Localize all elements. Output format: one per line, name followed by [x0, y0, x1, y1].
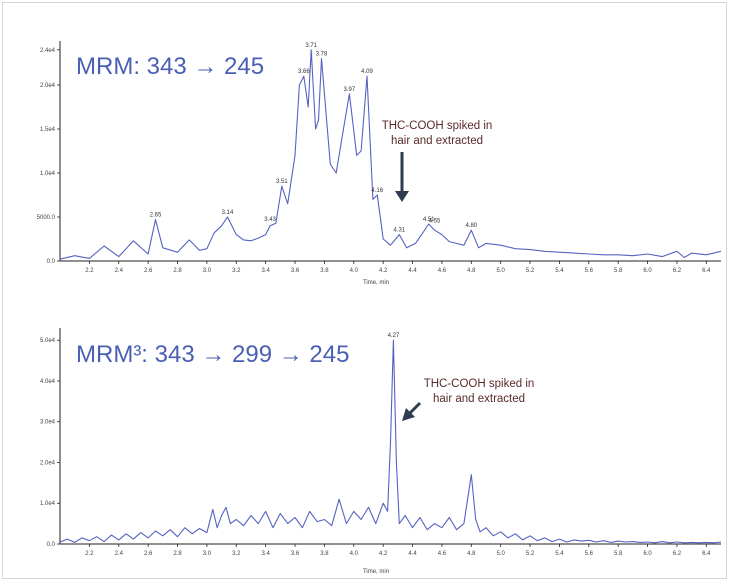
x-tick-label: 4.8 — [467, 551, 476, 557]
x-tick-label: 3.2 — [232, 268, 241, 274]
y-tick-label: 4.0e4 — [40, 379, 56, 385]
peak-label: 3.43 — [264, 217, 276, 223]
chart-2-x-axis-title: Time, min — [363, 569, 389, 575]
x-tick-label: 4.8 — [467, 268, 476, 274]
peak-label: 2.65 — [150, 213, 162, 219]
x-tick-label: 2.4 — [115, 551, 124, 557]
y-tick-label: 1.5e4 — [40, 127, 56, 133]
x-tick-label: 4.2 — [379, 268, 388, 274]
y-tick-label: 0.0 — [47, 542, 56, 548]
chart-2-series-line — [59, 339, 722, 544]
peak-label: 3.66 — [298, 69, 310, 75]
peak-label: 3.71 — [305, 43, 317, 49]
peak-label: 4.55 — [429, 219, 441, 225]
peak-label: 3.14 — [222, 210, 234, 216]
x-tick-label: 5.0 — [496, 268, 505, 274]
peak-label: 4.16 — [371, 188, 383, 194]
x-tick-label: 3.4 — [261, 268, 270, 274]
x-tick-label: 3.4 — [261, 551, 270, 557]
x-tick-label: 5.0 — [496, 551, 505, 557]
chart-2-annotation-line2: hair and extracted — [433, 393, 525, 405]
y-tick-label: 5000.0 — [37, 215, 56, 221]
x-tick-label: 6.2 — [673, 268, 682, 274]
x-tick-label: 5.2 — [526, 268, 535, 274]
chart-2-title: MRM³: 343 → 299 → 245 — [76, 341, 349, 368]
chart-1-series-line — [59, 49, 722, 260]
x-tick-label: 3.2 — [232, 551, 241, 557]
y-tick-label: 1.0e4 — [40, 171, 56, 177]
x-tick-label: 3.0 — [203, 551, 212, 557]
x-tick-label: 2.6 — [144, 551, 153, 557]
plots-layer: 2.2 2.4 2.6 2.8 3.0 3.2 3.4 3.6 3.8 4.0 4.2 4.4 4.6 4… — [37, 41, 722, 557]
x-tick-label: 2.8 — [173, 551, 182, 557]
x-tick-label: 5.4 — [555, 551, 564, 557]
x-tick-label: 4.4 — [408, 268, 417, 274]
chart-1-annotation-line1: THC-COOH spiked in — [382, 120, 493, 132]
x-tick-label: 4.0 — [350, 268, 359, 274]
chart-1-x-axis-title: Time, min — [363, 280, 389, 286]
x-tick-label: 4.0 — [350, 551, 359, 557]
x-tick-label: 3.8 — [320, 551, 329, 557]
chart-2-annotation-arrow — [402, 401, 422, 421]
peak-label: 3.51 — [276, 179, 288, 185]
y-tick-label: 2.0e4 — [40, 460, 56, 466]
peak-label: 4.31 — [393, 228, 405, 234]
x-tick-label: 2.4 — [115, 268, 124, 274]
chromatogram-svg: MRM: 343 → 245 Time, min THC-COOH spiked… — [37, 41, 722, 575]
x-tick-label: 3.0 — [203, 268, 212, 274]
x-tick-label: 6.0 — [643, 551, 652, 557]
x-tick-label: 5.2 — [526, 551, 535, 557]
x-tick-label: 3.6 — [291, 551, 300, 557]
x-tick-label: 4.4 — [408, 551, 417, 557]
x-tick-label: 5.8 — [614, 268, 623, 274]
x-tick-label: 4.6 — [438, 268, 447, 274]
chart-1-annotation-arrow — [395, 152, 409, 202]
x-tick-label: 6.4 — [702, 551, 711, 557]
x-tick-label: 5.6 — [585, 268, 594, 274]
x-tick-label: 4.2 — [379, 551, 388, 557]
x-tick-label: 6.0 — [643, 268, 652, 274]
chart-1: 2.2 2.4 2.6 2.8 3.0 3.2 3.4 3.6 3.8 4.0 4.2 4.4 4.6 4… — [37, 41, 722, 274]
y-tick-label: 3.0e4 — [40, 420, 56, 426]
x-tick-label: 4.6 — [438, 551, 447, 557]
y-tick-label: 1.0e4 — [40, 501, 56, 507]
y-tick-label: 2.0e4 — [40, 83, 56, 89]
y-tick-label: 0.0 — [47, 259, 56, 265]
peak-label: 3.78 — [316, 52, 328, 58]
peak-label: 4.80 — [465, 223, 477, 229]
x-tick-label: 2.8 — [173, 268, 182, 274]
peak-label: 4.09 — [361, 69, 373, 75]
peak-label: 3.97 — [344, 87, 356, 93]
x-tick-label: 3.8 — [320, 268, 329, 274]
peak-label: 4.27 — [388, 333, 400, 339]
y-tick-label: 5.0e4 — [40, 338, 56, 344]
chart-2: 2.2 2.4 2.6 2.8 3.0 3.2 3.4 3.6 3.8 4.0 4.2 4.4 4.6 4… — [40, 328, 722, 557]
x-tick-label: 2.2 — [85, 268, 94, 274]
x-tick-label: 6.4 — [702, 268, 711, 274]
x-tick-label: 2.6 — [144, 268, 153, 274]
x-tick-label: 2.2 — [85, 551, 94, 557]
x-tick-label: 5.4 — [555, 268, 564, 274]
x-tick-label: 5.6 — [585, 551, 594, 557]
y-tick-label: 2.4e4 — [40, 48, 56, 54]
chart-1-annotation-line2: hair and extracted — [391, 135, 483, 147]
chart-1-title: MRM: 343 → 245 — [76, 53, 264, 80]
peak-label: 4.51 — [423, 217, 435, 223]
x-tick-label: 5.8 — [614, 551, 623, 557]
x-tick-label: 6.2 — [673, 551, 682, 557]
chart-2-annotation-line1: THC-COOH spiked in — [424, 378, 535, 390]
x-tick-label: 3.6 — [291, 268, 300, 274]
